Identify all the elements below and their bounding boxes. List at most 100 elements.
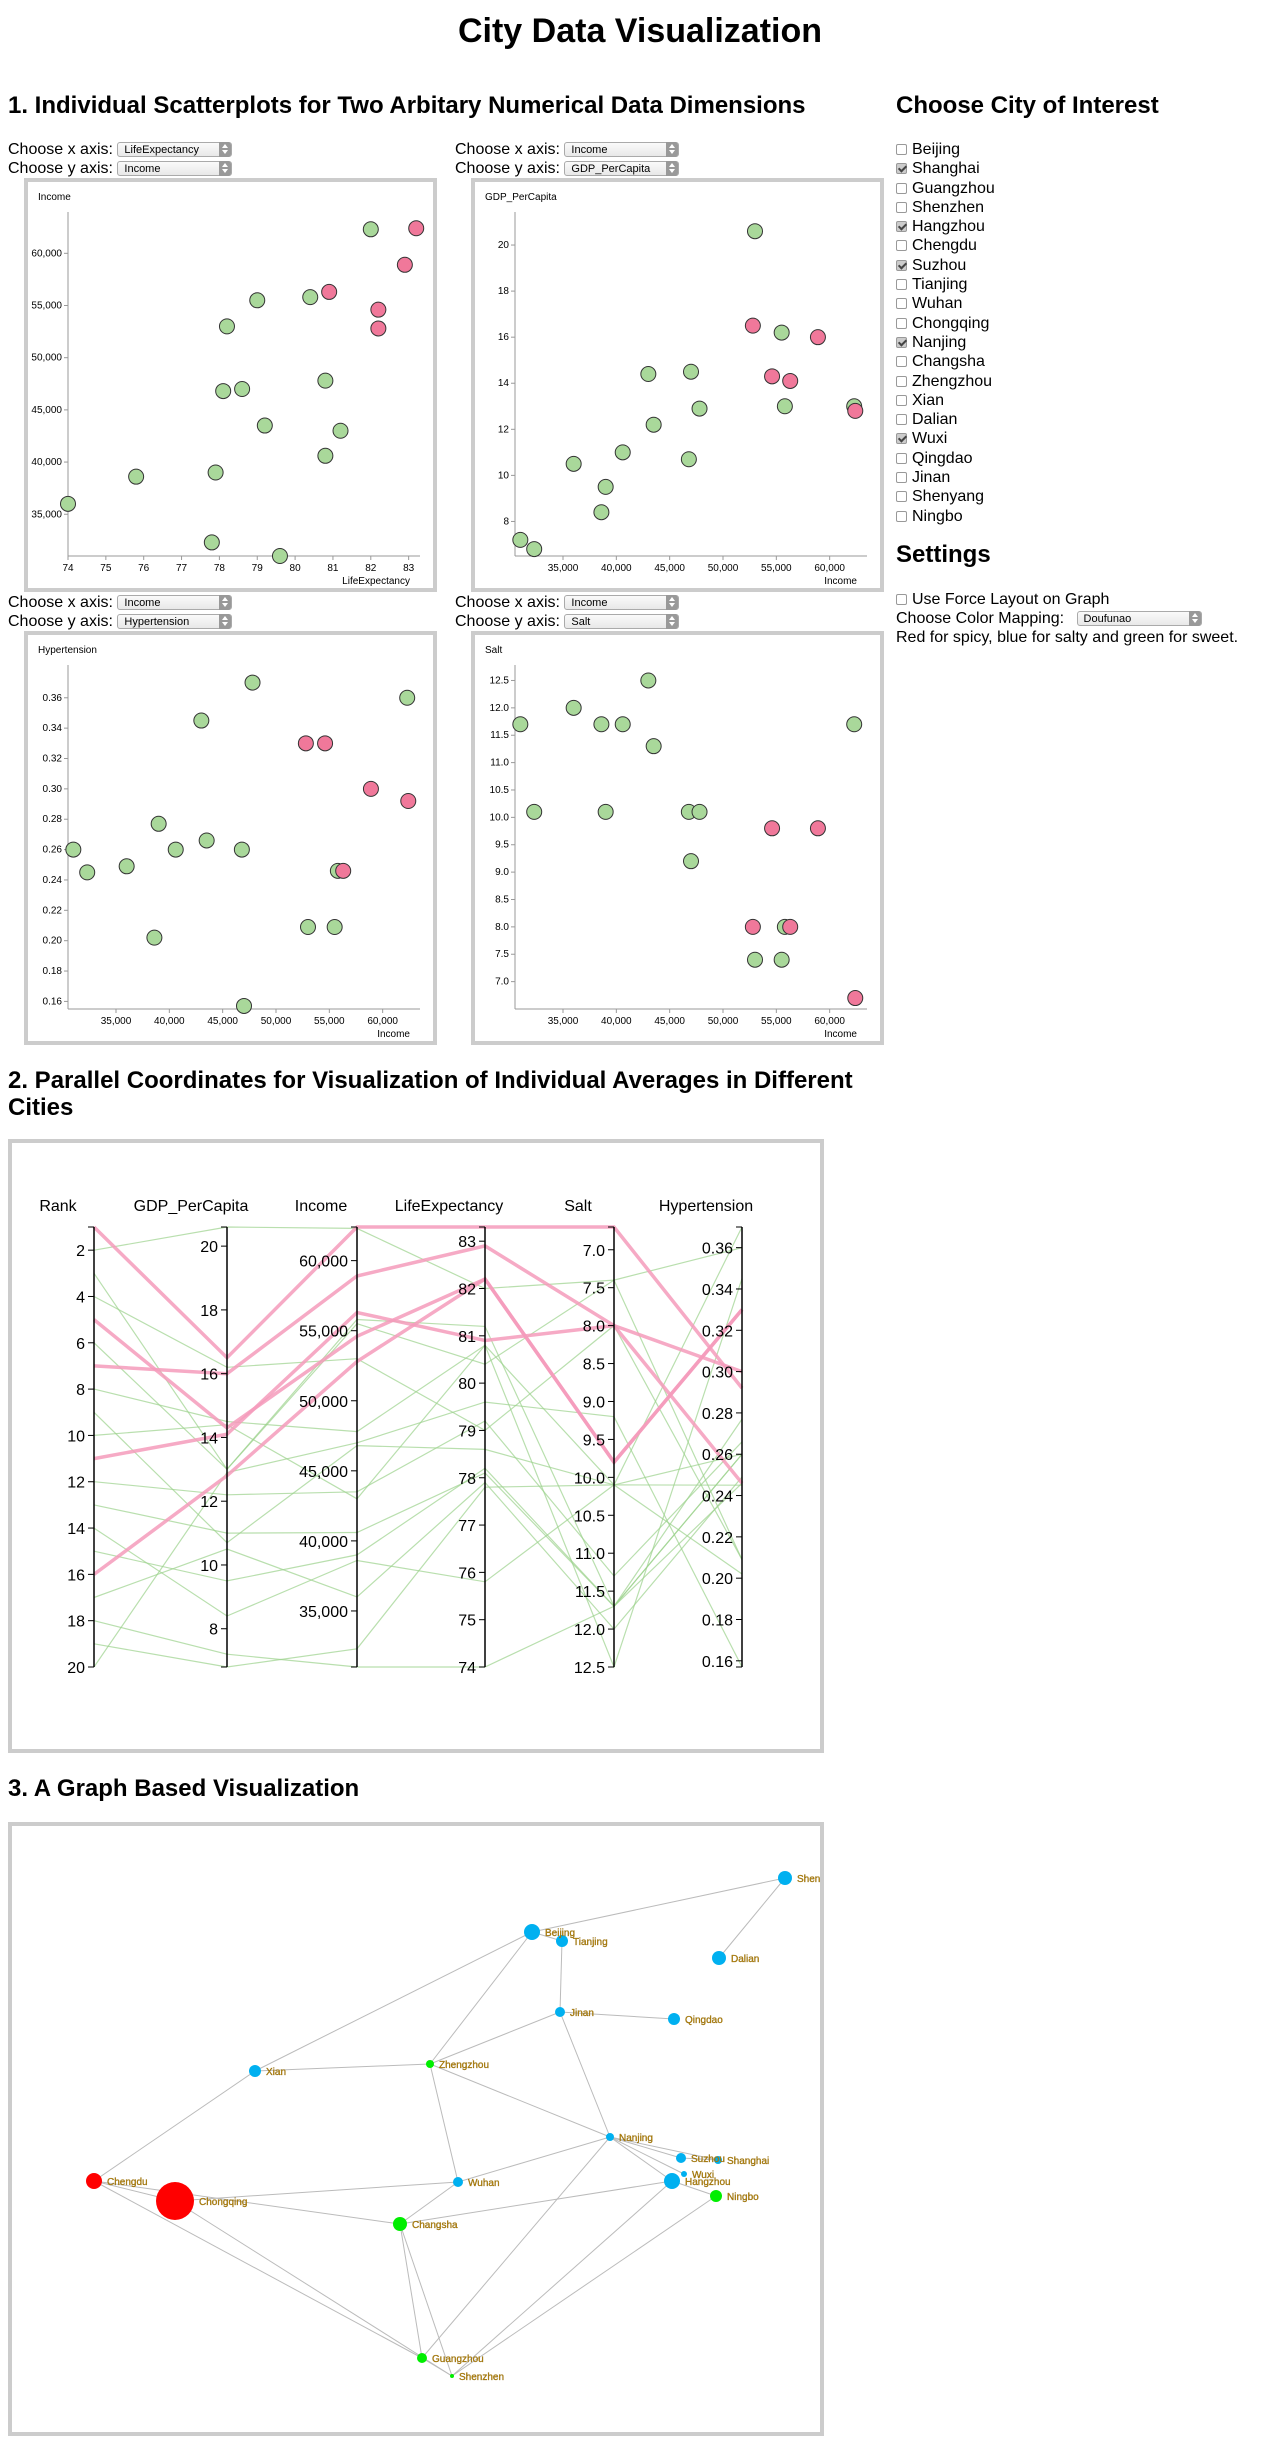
- graph-node-label: Suzhou: [691, 2154, 725, 2165]
- x-tick-label: 60,000: [814, 563, 845, 574]
- force-layout-checkbox[interactable]: [896, 594, 907, 605]
- scatter-point: [203, 534, 220, 551]
- y-tick-label: 16: [498, 332, 510, 343]
- city-checkbox[interactable]: [896, 452, 907, 464]
- city-checkbox[interactable]: [896, 491, 907, 503]
- y-axis-select[interactable]: Income: [117, 161, 233, 177]
- x-axis-select[interactable]: LifeExpectancy: [117, 142, 233, 158]
- graph-link: [93, 2070, 256, 2182]
- x-axis-label: Choose x axis:: [8, 594, 113, 611]
- pc-tick-label: 10: [200, 1558, 218, 1575]
- scatter-point: [846, 716, 863, 733]
- city-checkbox[interactable]: [896, 298, 907, 310]
- y-axis-select[interactable]: Salt: [564, 614, 680, 630]
- city-item-shenyang[interactable]: Shenyang: [896, 487, 995, 506]
- graph-node-label: Chengdu: [107, 2177, 148, 2188]
- graph-node-label: Jinan: [570, 2008, 594, 2019]
- scatter-point: [207, 464, 224, 481]
- y-tick-label: 0.30: [43, 784, 63, 795]
- x-axis-title: LifeExpectancy: [342, 576, 410, 587]
- city-item-dalian[interactable]: Dalian: [896, 410, 995, 429]
- city-checkbox[interactable]: [896, 356, 907, 368]
- city-item-guangzhou[interactable]: Guangzhou: [896, 179, 995, 198]
- scatter-point: [271, 548, 288, 564]
- pc-line: [93, 1453, 743, 1668]
- city-item-qingdao[interactable]: Qingdao: [896, 449, 995, 468]
- y-axis-select[interactable]: Hypertension: [117, 614, 233, 630]
- city-item-nanjing[interactable]: Nanjing: [896, 333, 995, 352]
- x-axis-select[interactable]: Income: [117, 595, 233, 611]
- y-tick-label: 9.0: [495, 867, 509, 878]
- city-item-jinan[interactable]: Jinan: [896, 468, 995, 487]
- pc-tick-label: 16: [200, 1367, 218, 1384]
- city-item-ningbo[interactable]: Ningbo: [896, 507, 995, 526]
- city-item-zhengzhou[interactable]: Zhengzhou: [896, 372, 995, 391]
- city-checkbox[interactable]: [896, 182, 907, 194]
- city-item-shanghai[interactable]: Shanghai: [896, 159, 995, 178]
- city-item-changsha[interactable]: Changsha: [896, 352, 995, 371]
- city-item-xian[interactable]: Xian: [896, 391, 995, 410]
- graph-node-label: Shanghai: [727, 2156, 769, 2167]
- graph-link: [457, 2136, 611, 2183]
- city-checkbox[interactable]: [896, 259, 907, 271]
- color-mapping-select[interactable]: Doufunao: [1076, 611, 1202, 627]
- scatterplot-panel-3: 0.16 0.18 0.20 0.22 0.24 0.26 0.28 0.30 0.32 0.34…: [24, 631, 437, 1045]
- scatter-point: [300, 919, 316, 936]
- graph-link: [609, 2136, 682, 2159]
- graph-node-label: Wuhan: [468, 2178, 500, 2189]
- settings-title: Settings: [896, 541, 991, 568]
- y-tick-label: 0.22: [43, 905, 63, 916]
- city-label: Tianjing: [912, 276, 968, 294]
- y-tick-label: 11.5: [490, 730, 509, 741]
- city-checkbox[interactable]: [896, 144, 907, 155]
- city-checkbox[interactable]: [896, 375, 907, 387]
- pc-tick-label: 14: [200, 1430, 218, 1447]
- pc-tick-label: 7.0: [583, 1243, 605, 1260]
- graph-link: [399, 2180, 673, 2225]
- graph-node-shanghai: [714, 2156, 722, 2164]
- city-checkbox[interactable]: [896, 163, 907, 175]
- city-checkbox[interactable]: [896, 472, 907, 484]
- city-item-hangzhou[interactable]: Hangzhou: [896, 217, 995, 236]
- x-tick-label: 35,000: [548, 563, 579, 574]
- pc-tick-label: 0.34: [702, 1282, 733, 1299]
- city-item-chengdu[interactable]: Chengdu: [896, 236, 995, 255]
- graph-link: [254, 2063, 431, 2072]
- y-tick-label: 35,000: [31, 509, 62, 520]
- city-label: Suzhou: [912, 256, 967, 274]
- pc-tick-label: 60,000: [299, 1254, 348, 1271]
- x-tick-label: 82: [365, 563, 377, 574]
- x-axis-select[interactable]: Income: [564, 142, 680, 158]
- pc-tick-label: 74: [458, 1660, 476, 1677]
- city-item-wuxi[interactable]: Wuxi: [896, 429, 995, 448]
- city-checkbox[interactable]: [896, 317, 907, 329]
- city-checkbox[interactable]: [896, 336, 907, 348]
- city-checkbox[interactable]: [896, 201, 907, 213]
- scatterplot-2: 8 10 12 14 16 18 20 35,000 40,000 45,000 50,000 55,…: [485, 192, 867, 587]
- city-checkbox[interactable]: [896, 394, 907, 406]
- city-checkbox[interactable]: [896, 279, 907, 291]
- city-checkbox[interactable]: [896, 240, 907, 252]
- section3-title: 3. A Graph Based Visualization: [8, 1775, 360, 1802]
- city-checkbox[interactable]: [896, 433, 907, 445]
- pc-tick-label: 55,000: [299, 1324, 348, 1341]
- x-axis-select[interactable]: Income: [564, 595, 680, 611]
- city-checkbox[interactable]: [896, 510, 907, 522]
- city-item-shenzhen[interactable]: Shenzhen: [896, 198, 995, 217]
- pc-tick-label: 0.28: [702, 1406, 733, 1423]
- y-tick-label: 20: [498, 240, 510, 251]
- x-tick-label: 35,000: [101, 1016, 132, 1027]
- city-item-wuhan[interactable]: Wuhan: [896, 294, 995, 313]
- y-tick-label: 8.5: [495, 894, 509, 905]
- graph-node-label: Guangzhou: [432, 2354, 484, 2365]
- pc-tick-label: 79: [458, 1423, 476, 1440]
- y-axis-select[interactable]: GDP_PerCapita: [564, 161, 680, 177]
- city-item-beijing[interactable]: Beijing: [896, 140, 995, 159]
- city-item-suzhou[interactable]: Suzhou: [896, 256, 995, 275]
- city-checkbox[interactable]: [896, 414, 907, 426]
- city-item-chongqing[interactable]: Chongqing: [896, 314, 995, 333]
- city-checkbox[interactable]: [896, 221, 907, 233]
- graph-node-qingdao: [668, 2013, 680, 2025]
- y-tick-label: 0.18: [43, 966, 63, 977]
- city-item-tianjing[interactable]: Tianjing: [896, 275, 995, 294]
